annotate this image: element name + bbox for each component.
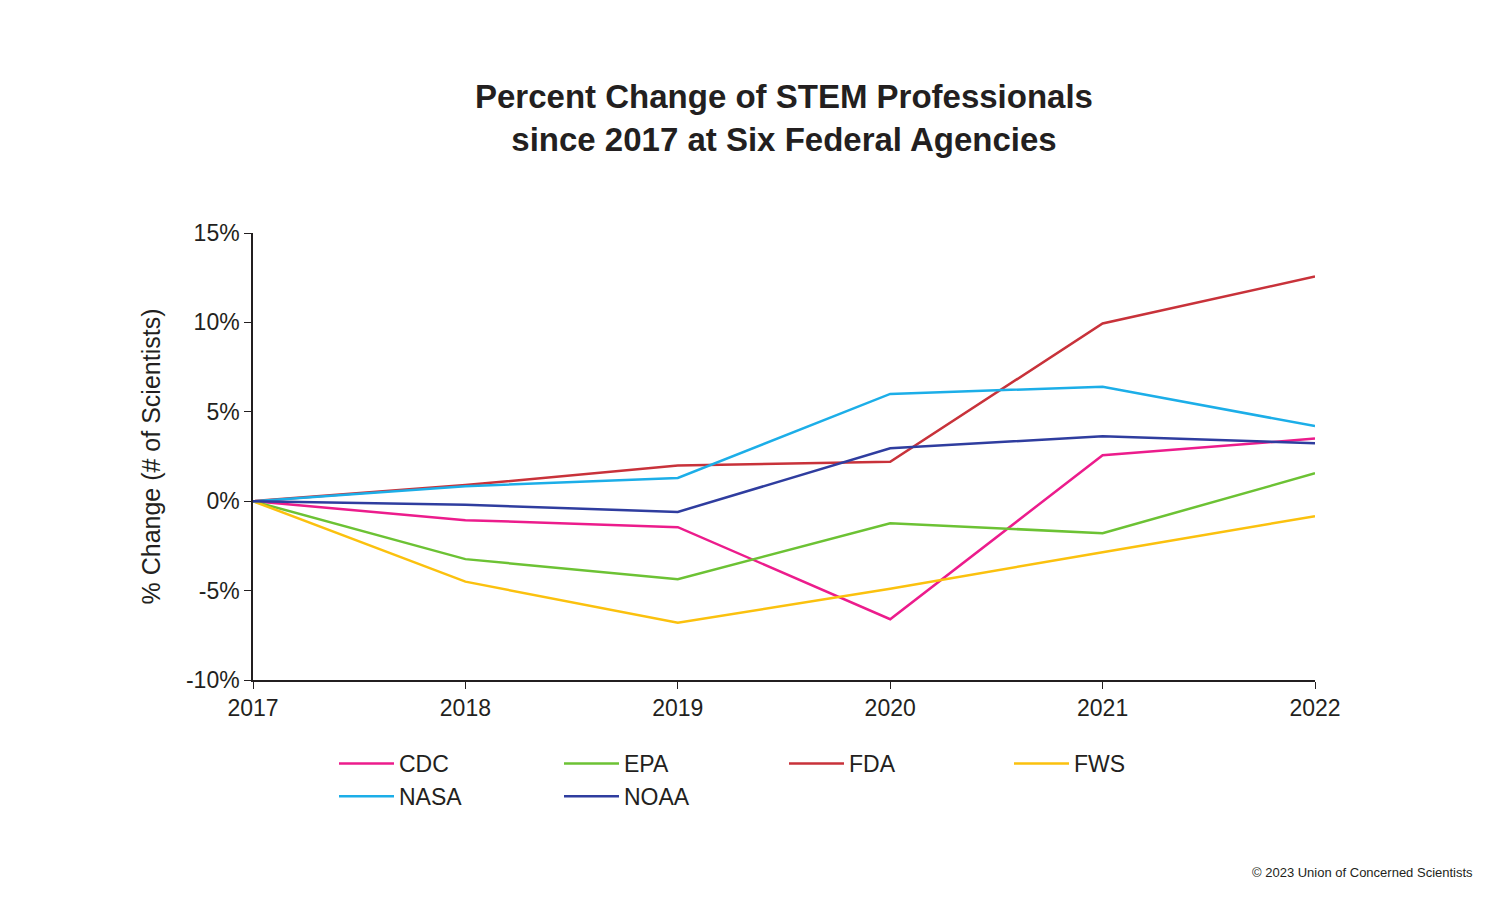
svg-text:% Change (# of Scientists): % Change (# of Scientists) [137,309,165,605]
svg-text:2017: 2017 [227,695,278,721]
svg-text:Percent Change of STEM Profess: Percent Change of STEM Professionalssinc… [475,78,1093,158]
svg-text:NOAA: NOAA [624,784,690,810]
svg-text:2018: 2018 [440,695,491,721]
svg-text:15%: 15% [194,220,240,246]
svg-text:2022: 2022 [1289,695,1340,721]
svg-text:5%: 5% [206,399,239,425]
svg-text:EPA: EPA [624,751,669,777]
svg-text:-5%: -5% [199,578,240,604]
svg-text:NASA: NASA [399,784,462,810]
svg-text:2019: 2019 [652,695,703,721]
svg-text:CDC: CDC [399,751,449,777]
svg-text:© 2023 Union of Concerned Scie: © 2023 Union of Concerned Scientists [1252,865,1473,880]
svg-text:2020: 2020 [865,695,916,721]
svg-text:2021: 2021 [1077,695,1128,721]
svg-text:FWS: FWS [1074,751,1125,777]
svg-text:0%: 0% [206,488,239,514]
svg-text:10%: 10% [194,309,240,335]
svg-text:-10%: -10% [186,667,240,693]
svg-text:FDA: FDA [849,751,896,777]
